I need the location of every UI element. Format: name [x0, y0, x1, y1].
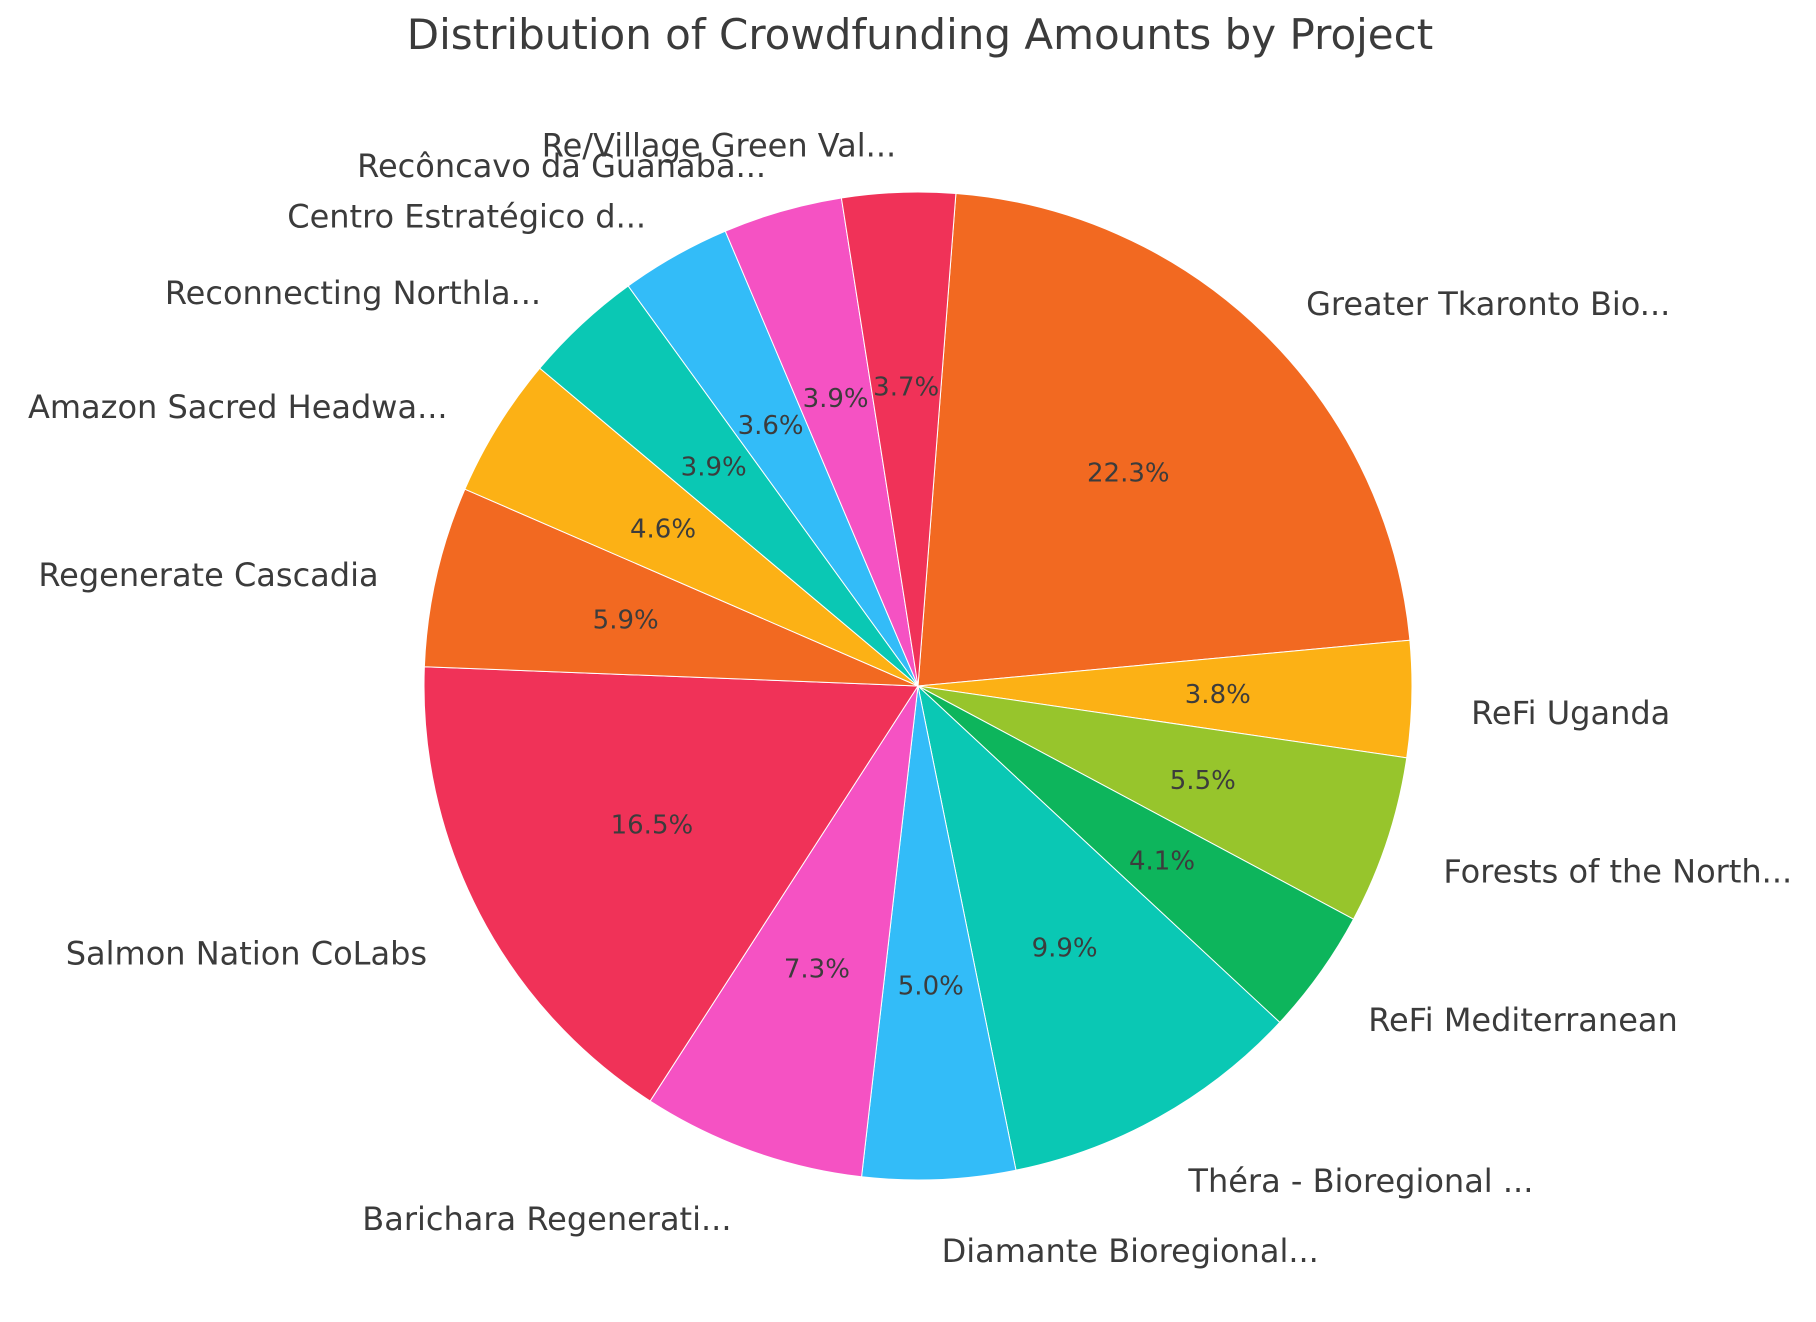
slice-label-barichara-regenerati: Barichara Regenerati... [362, 1200, 731, 1238]
slice-pct-salmon-nation-colabs: 16.5% [611, 810, 694, 840]
slice-pct-th-ra-bioregional: 9.9% [1032, 934, 1098, 964]
slice-label-diamante-bioregional: Diamante Bioregional... [942, 1232, 1319, 1270]
slice-label-rec-ncavo-da-guanaba: Recôncavo da Guanaba... [357, 147, 766, 185]
slice-pct-regenerate-cascadia: 5.9% [593, 605, 659, 635]
slice-pct-refi-uganda: 3.8% [1185, 680, 1251, 710]
slice-pct-reconnecting-northla: 3.9% [681, 453, 747, 483]
slice-label-regenerate-cascadia: Regenerate Cascadia [38, 556, 378, 594]
chart-title: Distribution of Crowdfunding Amounts by … [406, 10, 1434, 59]
pie-slice-diamante-bioregional [861, 685, 1017, 1181]
slice-pct-diamante-bioregional: 5.0% [898, 972, 964, 1002]
slice-label-reconnecting-northla: Reconnecting Northla... [165, 274, 541, 312]
pie-slice-salmon-nation-colabs [423, 666, 919, 1102]
slice-pct-refi-mediterranean: 4.1% [1129, 846, 1195, 876]
slice-label-re-village-green-val: Re/Village Green Val... [542, 126, 896, 164]
slice-pct-barichara-regenerati: 7.3% [784, 954, 850, 984]
slice-label-centro-estrat-gico-d: Centro Estratégico d... [287, 197, 646, 235]
slice-pct-greater-tkaronto-bio: 22.3% [1087, 458, 1170, 488]
slice-label-amazon-sacred-headwa: Amazon Sacred Headwa... [28, 388, 448, 426]
slice-pct-re-village-green-val: 3.7% [873, 373, 939, 403]
slice-pct-rec-ncavo-da-guanaba: 3.9% [803, 384, 869, 414]
pie-slice-greater-tkaronto-bio [917, 192, 1411, 687]
pie-slice-th-ra-bioregional [917, 685, 1281, 1171]
pie-slice-regenerate-cascadia [423, 488, 919, 687]
slice-label-salmon-nation-colabs: Salmon Nation CoLabs [66, 934, 427, 972]
slice-pct-amazon-sacred-headwa: 4.6% [630, 514, 696, 544]
slice-label-refi-mediterranean: ReFi Mediterranean [1368, 1001, 1678, 1039]
pie-slice-forests-of-the-north [917, 685, 1408, 920]
slice-pct-forests-of-the-north: 5.5% [1170, 766, 1236, 796]
pie-slice-re-village-green-val [840, 191, 957, 687]
slice-label-forests-of-the-north: Forests of the North... [1443, 853, 1792, 891]
slice-label-greater-tkaronto-bio: Greater Tkaronto Bio... [1306, 285, 1670, 323]
slice-pct-centro-estrat-gico-d: 3.6% [738, 411, 804, 441]
slice-label-refi-uganda: ReFi Uganda [1471, 694, 1670, 732]
slice-label-th-ra-bioregional: Théra - Bioregional ... [1187, 1162, 1533, 1200]
pie-slice-barichara-regenerati [649, 685, 919, 1178]
